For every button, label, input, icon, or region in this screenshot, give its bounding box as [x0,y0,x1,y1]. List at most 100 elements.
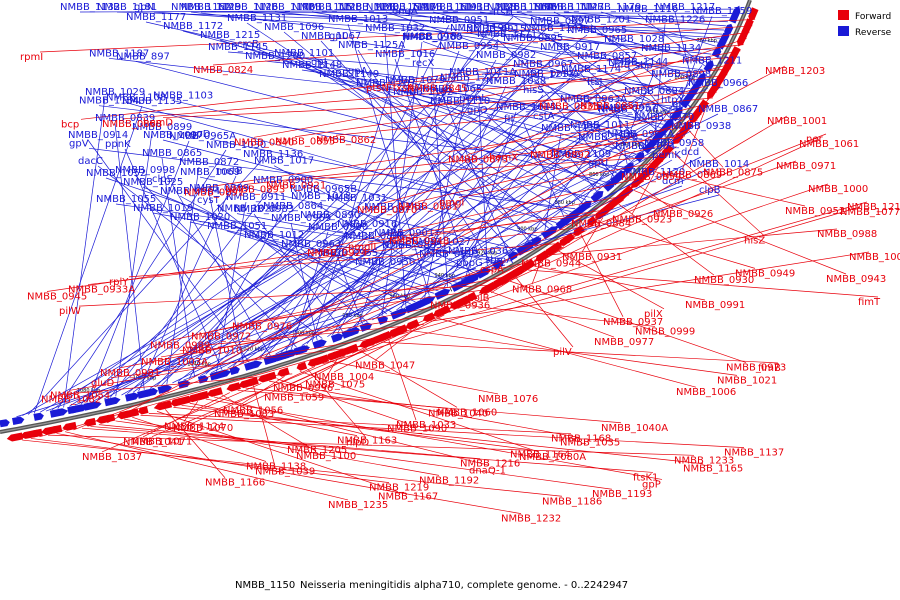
reverse-gene-arrow[interactable] [213,369,232,380]
reverse-gene-label[interactable]: NMBB_1120 [625,167,685,178]
reverse-gene-label[interactable]: ftsJ [587,77,602,88]
reverse-gene-label[interactable]: NMBB_1051 [207,221,267,232]
reverse-gene-label[interactable]: NMBB_1019 [133,203,193,214]
reverse-gene-arrow[interactable] [590,191,604,203]
forward-gene-label[interactable]: NMBB_1070 [173,423,233,434]
forward-gene-label[interactable]: NMBB_1164 [510,450,570,461]
reverse-gene-label[interactable]: pmbA [550,68,579,79]
forward-gene-label[interactable]: NMBB_1219 [369,483,429,494]
reverse-gene-arrow[interactable] [717,29,730,48]
reverse-gene-label[interactable]: NMBB_1016 [375,49,435,60]
reverse-gene-label[interactable]: NMBB_1162 [171,2,231,13]
reverse-gene-label[interactable]: pemI [459,93,484,104]
reverse-gene-label[interactable]: NMBB_0911 [226,192,286,203]
forward-gene-arrow[interactable] [226,382,241,392]
forward-gene-label[interactable]: NMBB_1059 [264,393,324,404]
reverse-gene-label[interactable]: NMBB_0898 [651,69,711,80]
reverse-gene-label[interactable]: NMBB_1182 [393,87,453,98]
reverse-gene-arrow[interactable] [577,200,592,214]
reverse-gene-label[interactable]: NMBB_0938 [671,121,731,132]
forward-gene-label[interactable]: nlpD [346,438,369,449]
forward-gene-label[interactable]: rpmI [20,52,43,63]
reverse-gene-arrow[interactable] [244,360,263,371]
forward-gene-label[interactable]: NMBB_1033 [396,420,456,431]
forward-gene-label[interactable]: NMBB_1090 [387,423,447,434]
forward-gene-label[interactable]: NMBB_1039 [255,466,315,477]
forward-gene-label[interactable]: NMBB_1041 [123,437,183,448]
forward-gene-label[interactable]: NMBB_1100 [296,451,356,462]
forward-gene-label[interactable]: NMBB_1075 [305,379,365,390]
forward-gene-label[interactable]: rplY [109,277,129,288]
reverse-gene-label[interactable]: NMBB_1078 [578,132,638,143]
forward-gene-label[interactable]: NMBB_0971 [776,161,836,172]
reverse-gene-label[interactable]: ppnK [105,139,131,150]
reverse-gene-label[interactable]: NMBB_1017 [254,156,314,167]
forward-gene-label[interactable]: cspA [480,264,504,275]
reverse-gene-label[interactable]: NMBB_1014 [689,159,749,170]
reverse-gene-label[interactable]: NMBB_0872 [179,157,239,168]
forward-gene-arrow[interactable] [573,225,585,236]
forward-gene-label[interactable]: NMBB_0973 [726,363,786,374]
reverse-gene-arrow[interactable] [71,404,88,414]
forward-gene-label[interactable]: NMBB_0892 [530,150,590,161]
reverse-gene-label[interactable]: NMBB_1191 [423,2,483,13]
forward-gene-label[interactable]: NMBB_0924 [307,248,367,259]
reverse-gene-label[interactable]: NMBB_0914 [68,130,128,141]
forward-gene-label[interactable]: NMBB_1061 [799,139,859,150]
reverse-gene-label[interactable]: NMBB_0970 [634,112,694,123]
reverse-gene-label[interactable]: NMBB_1180 [339,2,399,13]
reverse-gene-label[interactable]: NMBB_1128 [302,2,362,13]
reverse-gene-label[interactable]: NMBB_1030 [206,140,266,151]
reverse-gene-label[interactable]: NMBB_1184 [79,96,139,107]
reverse-gene-label[interactable]: htpX [661,95,685,106]
forward-gene-label[interactable]: NMBB_1192 [419,475,479,486]
reverse-gene-arrow[interactable] [330,333,344,343]
forward-gene-label[interactable]: NMBB_0921 [266,181,326,192]
reverse-gene-label[interactable]: NMBB_1079 [385,75,445,86]
reverse-gene-label[interactable]: NMBB_0839 [95,113,155,124]
reverse-gene-label[interactable]: NMBB_1125 [460,2,520,13]
reverse-gene-label[interactable]: metB [216,166,243,177]
reverse-gene-label[interactable]: NMBB_1226 [645,14,705,25]
reverse-gene-label[interactable]: gpL [329,31,348,42]
forward-gene-label[interactable]: gpP [642,479,661,490]
forward-gene-label[interactable]: pilW [59,306,81,317]
reverse-gene-label[interactable]: hisS [523,85,544,96]
reverse-gene-label[interactable]: NMBB_1129 [181,2,241,13]
forward-gene-label[interactable]: NMBB_1035 [560,438,620,449]
forward-gene-arrow[interactable] [377,331,392,342]
reverse-gene-label[interactable]: NMBB_1172 [163,21,223,32]
forward-gene-label[interactable]: NMBB_1203 [765,66,825,77]
forward-gene-label[interactable]: NMBB_1186 [542,496,602,507]
reverse-gene-label[interactable]: NMBB_1200 [245,51,305,62]
reverse-gene-label[interactable]: NMBB_1097 [143,130,203,141]
forward-gene-label[interactable]: NMBB_1007A [849,252,900,263]
reverse-gene-label[interactable]: NMBB_1103 [153,91,213,102]
forward-gene-label[interactable]: NMBB_1060 [437,407,497,418]
forward-gene-label[interactable]: NMBB_0851 [580,101,640,112]
forward-gene-label[interactable]: gluD [91,378,114,389]
reverse-gene-label[interactable]: NMBB_0966 [688,78,748,89]
reverse-gene-arrow[interactable] [689,82,701,95]
caption-gene-label[interactable]: NMBB_1150 [235,580,295,591]
reverse-gene-arrow[interactable] [145,388,158,397]
reverse-gene-label[interactable]: NMBB_1125A [338,40,405,51]
reverse-gene-label[interactable]: NMBB_0899 [132,122,192,133]
forward-gene-label[interactable]: NMBB_1077 [840,207,900,218]
reverse-gene-label[interactable]: NMBB_1154 [366,2,426,13]
reverse-gene-label[interactable]: NMBB_0957 [597,103,657,114]
reverse-gene-arrow[interactable] [670,106,683,122]
reverse-gene-label[interactable]: NMBB_0865 [142,148,202,159]
reverse-gene-label[interactable]: NMBB_0867 [698,104,758,115]
reverse-gene-label[interactable]: gpK [672,100,692,111]
reverse-gene-label[interactable]: NMBB_1015 [496,102,556,113]
forward-gene-label[interactable]: NMBB_1166 [205,478,265,489]
forward-gene-label[interactable]: NMBB_0926 [653,209,713,220]
reverse-gene-arrow[interactable] [694,73,706,87]
forward-gene-label[interactable]: NMBB_0869 [662,170,722,181]
forward-gene-label[interactable]: NMBB_1082 [41,394,101,405]
reverse-gene-label[interactable]: NMBB_0982 [476,50,536,61]
forward-gene-label[interactable]: NMBB_1037 [82,452,142,463]
forward-gene-label[interactable]: NMBB_0855 [275,137,335,148]
forward-gene-label[interactable]: NMBB_1006 [676,387,736,398]
